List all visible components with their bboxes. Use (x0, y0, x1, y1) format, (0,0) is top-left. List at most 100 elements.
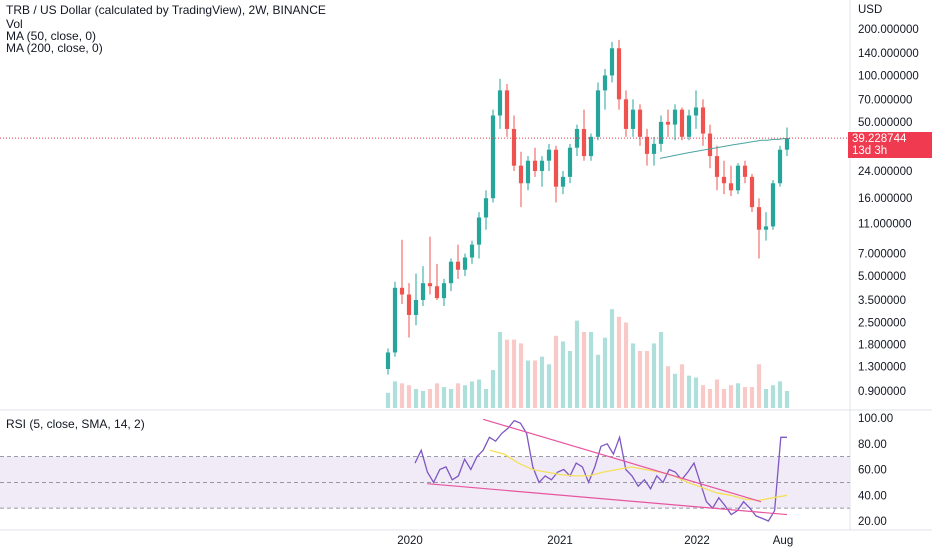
volume-bar (448, 389, 454, 408)
time-tick-label: 2022 (684, 535, 710, 547)
candle-body (406, 294, 412, 315)
candle-body (644, 136, 650, 154)
volume-bar (665, 366, 671, 408)
volume-bar (700, 385, 706, 408)
candle-body (392, 287, 398, 353)
candle-body (630, 109, 636, 129)
candle-body (567, 147, 573, 177)
time-tick-label: 2021 (547, 535, 573, 547)
candle-body (616, 48, 622, 100)
price-tick-label: 1.300000 (858, 361, 906, 373)
rsi-trendline (427, 483, 788, 516)
volume-bar (784, 390, 790, 408)
candle-body (476, 217, 482, 245)
candle-body (686, 115, 692, 137)
volume-bar (525, 360, 531, 408)
volume-bar (770, 385, 776, 408)
ma200-legend: MA (200, close, 0) (6, 41, 103, 55)
candle-body (504, 90, 510, 129)
candle-body (693, 107, 699, 116)
last-price-value: 39.228744 (852, 133, 907, 145)
candle-body (623, 99, 629, 129)
candle-body (462, 257, 468, 270)
volume-bar (476, 379, 482, 408)
price-tick-label: 70.000000 (858, 94, 912, 106)
volume-bar (609, 309, 615, 408)
candle-body (588, 136, 594, 157)
price-tick-label: 24.000000 (858, 166, 912, 178)
volume-bar (581, 332, 587, 408)
candle-body (511, 128, 517, 166)
volume-bar (455, 383, 461, 408)
price-tick-label: 1.800000 (858, 340, 906, 352)
candle-body (497, 90, 503, 116)
volume-bar (595, 354, 601, 408)
candle-body (763, 226, 769, 230)
candle-body (756, 207, 762, 230)
volume-bar (392, 381, 398, 408)
price-tick-label: 100.000000 (858, 70, 919, 82)
volume-bar (385, 392, 391, 408)
candle-body (574, 128, 580, 148)
candle-body (427, 283, 433, 287)
candle-body (595, 90, 601, 137)
candle-body (413, 300, 419, 315)
price-tick-label: 11.000000 (858, 218, 912, 230)
volume-bar (574, 320, 580, 408)
volume-bar (427, 389, 433, 408)
rsi-line (414, 419, 787, 522)
volume-bar (406, 385, 412, 408)
volume-bar (693, 377, 699, 408)
volume-bar (588, 332, 594, 408)
volume-bar (651, 343, 657, 408)
price-tick-label: 0.900000 (858, 386, 906, 398)
volume-bar (756, 364, 762, 408)
volume-bar (532, 360, 538, 408)
rsi-tick-label: 40.00 (858, 490, 887, 502)
candle-body (483, 198, 489, 218)
volume-bar (518, 343, 524, 408)
volume-bar (539, 356, 545, 408)
rsi-tick-label: 60.00 (858, 465, 887, 477)
volume-bar (602, 337, 608, 408)
price-tick-label: 200.000000 (858, 24, 919, 36)
candle-body (700, 107, 706, 134)
candle-body (672, 109, 678, 125)
volume-bar (504, 339, 510, 408)
candle-body (469, 244, 475, 258)
volume-bar (546, 364, 552, 408)
volume-bar (483, 389, 489, 408)
candle-body (399, 287, 405, 295)
volume-bar (623, 322, 629, 408)
volume-bar (707, 389, 713, 408)
volume-bar (560, 341, 566, 408)
countdown-value: 13d 3h (852, 145, 888, 157)
candle-body (742, 165, 748, 177)
currency-label: USD (858, 4, 883, 16)
volume-bar (413, 389, 419, 408)
volume-bar (777, 381, 783, 408)
volume-bar (490, 370, 496, 408)
volume-bar (686, 375, 692, 408)
candle-body (609, 48, 615, 76)
candle-body (525, 160, 531, 184)
candle-body (532, 160, 538, 172)
price-tick-label: 140.000000 (858, 48, 919, 60)
rsi-legend: RSI (5, close, SMA, 14, 2) (6, 417, 145, 431)
candle-body (735, 165, 741, 191)
candle-body (679, 109, 685, 137)
candle-body (784, 138, 790, 150)
candle-body (651, 143, 657, 154)
volume-bar (637, 351, 643, 408)
vol-legend: Vol (6, 17, 23, 31)
volume-bar (511, 339, 517, 408)
volume-bar (441, 387, 447, 408)
candle-body (385, 352, 391, 369)
volume-bar (672, 373, 678, 408)
last-price-tag: 39.228744 13d 3h (848, 132, 932, 158)
ma200-line (659, 138, 790, 159)
candle-body (581, 128, 587, 157)
volume-bar (742, 387, 748, 408)
volume-bar (658, 332, 664, 408)
